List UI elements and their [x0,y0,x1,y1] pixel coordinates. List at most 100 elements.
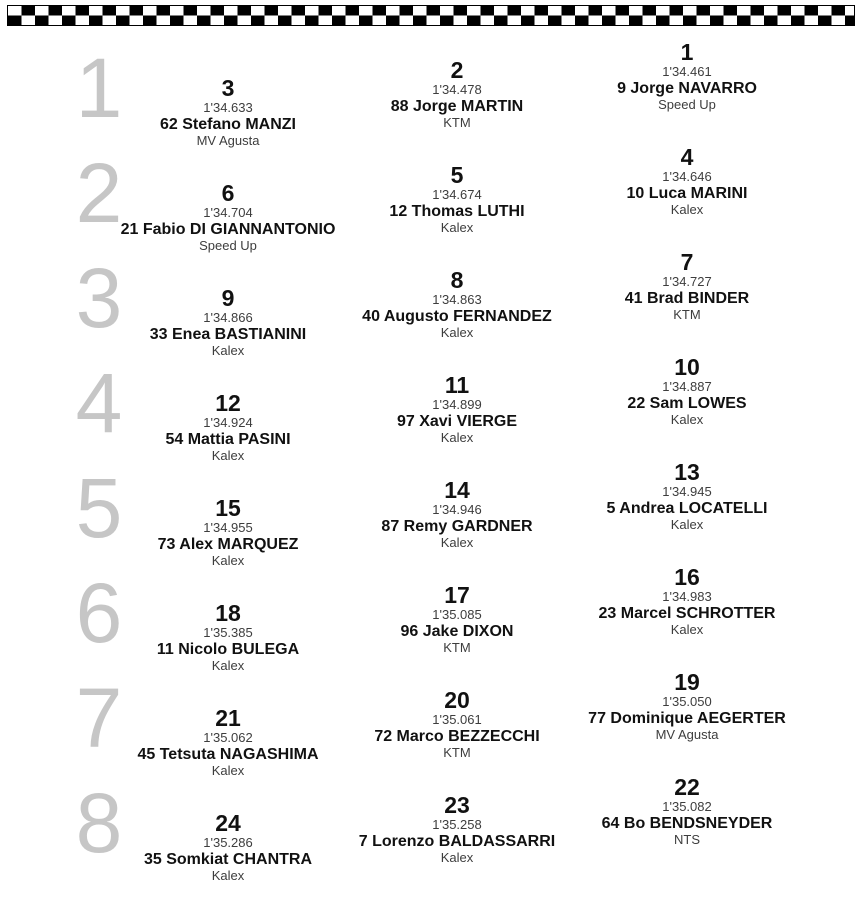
entry-rider: 23 Marcel SCHROTTER [598,605,776,622]
entry-team: Kalex [440,850,474,865]
entry-position: 4 [680,144,694,170]
grid-row: 8 22 1'35.082 64 Bo BENDSNEYDER NTS 23 1'35.25… [0,775,862,883]
grid-entry: 16 1'34.983 23 Marcel SCHROTTER Kalex [572,565,802,637]
entry-rider: 62 Stefano MANZI [159,116,296,133]
entry-position: 3 [221,75,235,101]
grid-entry: 2 1'34.478 88 Jorge MARTIN KTM [342,58,572,130]
grid-entry: 23 1'35.258 7 Lorenzo BALDASSARRI Kalex [342,793,572,865]
entry-time: 1'34.727 [662,274,712,289]
entry-position: 8 [450,267,464,293]
grid-entry: 9 1'34.866 33 Enea BASTIANINI Kalex [113,286,343,358]
entry-rider: 10 Luca MARINI [626,185,748,202]
entry-rider: 12 Thomas LUTHI [389,203,525,220]
grid-row: 3 7 1'34.727 41 Brad BINDER KTM 8 1'34.863 40 A… [0,250,862,358]
grid-entry: 20 1'35.061 72 Marco BEZZECCHI KTM [342,688,572,760]
entry-rider: 21 Fabio DI GIANNANTONIO [120,221,336,238]
grid-entry: 18 1'35.385 11 Nicolo BULEGA Kalex [113,601,343,673]
entry-time: 1'34.866 [203,310,253,325]
entry-time: 1'35.385 [203,625,253,640]
row-number: 7 [75,671,123,765]
entry-team: Kalex [211,553,245,568]
entry-position: 21 [215,705,241,731]
entry-position: 11 [444,372,470,398]
entry-team: Kalex [670,412,704,427]
entry-team: Kalex [211,448,245,463]
grid-entry: 12 1'34.924 54 Mattia PASINI Kalex [113,391,343,463]
checkered-flag-banner [7,5,855,26]
row-number: 8 [75,776,123,870]
entry-position: 7 [680,249,694,275]
entry-rider: 45 Tetsuta NAGASHIMA [137,746,319,763]
entry-rider: 88 Jorge MARTIN [390,98,524,115]
entry-rider: 33 Enea BASTIANINI [149,326,307,343]
entry-rider: 9 Jorge NAVARRO [617,80,757,97]
grid-entry: 10 1'34.887 22 Sam LOWES Kalex [572,355,802,427]
entry-team: Kalex [211,343,245,358]
grid-entry: 3 1'34.633 62 Stefano MANZI MV Agusta [113,76,343,148]
entry-team: KTM [443,640,471,655]
entry-time: 1'34.945 [662,484,712,499]
entry-time: 1'34.924 [203,415,253,430]
entry-position: 19 [674,669,700,695]
grid-entry: 1 1'34.461 9 Jorge NAVARRO Speed Up [572,40,802,112]
grid-entry: 24 1'35.286 35 Somkiat CHANTRA Kalex [113,811,343,883]
entry-position: 18 [215,600,241,626]
grid-entry: 6 1'34.704 21 Fabio DI GIANNANTONIO Speed U… [113,181,343,253]
entry-time: 1'35.082 [662,799,712,814]
row-number: 2 [75,146,123,240]
entry-position: 15 [215,495,241,521]
entry-time: 1'34.955 [203,520,253,535]
grid-row: 6 16 1'34.983 23 Marcel SCHROTTER Kalex 17 1'3… [0,565,862,673]
entry-team: Kalex [670,202,704,217]
entry-team: NTS [674,832,700,847]
entry-team: Kalex [670,517,704,532]
grid-entry: 17 1'35.085 96 Jake DIXON KTM [342,583,572,655]
entry-team: Kalex [440,220,474,235]
grid-entry: 5 1'34.674 12 Thomas LUTHI Kalex [342,163,572,235]
grid-entry: 22 1'35.082 64 Bo BENDSNEYDER NTS [572,775,802,847]
entry-time: 1'34.461 [662,64,712,79]
entry-position: 17 [444,582,470,608]
entry-team: Kalex [211,868,245,883]
grid-row: 1 1 1'34.461 9 Jorge NAVARRO Speed Up 2 1'34.4… [0,40,862,148]
entry-position: 10 [674,354,700,380]
entry-time: 1'34.863 [432,292,482,307]
entry-team: Speed Up [199,238,257,253]
row-number: 3 [75,251,123,345]
entry-position: 9 [221,285,235,311]
entry-time: 1'35.050 [662,694,712,709]
entry-position: 12 [215,390,241,416]
entry-time: 1'34.887 [662,379,712,394]
entry-team: Kalex [440,430,474,445]
entry-time: 1'34.704 [203,205,253,220]
entry-time: 1'35.258 [432,817,482,832]
grid-entry: 8 1'34.863 40 Augusto FERNANDEZ Kalex [342,268,572,340]
entry-team: Speed Up [658,97,716,112]
entry-rider: 96 Jake DIXON [400,623,514,640]
entry-time: 1'34.646 [662,169,712,184]
entry-position: 24 [215,810,241,836]
starting-grid: 1 1 1'34.461 9 Jorge NAVARRO Speed Up 2 1'34.4… [0,40,862,883]
entry-rider: 73 Alex MARQUEZ [157,536,299,553]
entry-team: KTM [673,307,701,322]
grid-entry: 7 1'34.727 41 Brad BINDER KTM [572,250,802,322]
entry-team: Kalex [440,535,474,550]
grid-entry: 21 1'35.062 45 Tetsuta NAGASHIMA Kalex [113,706,343,778]
grid-entry: 11 1'34.899 97 Xavi VIERGE Kalex [342,373,572,445]
entry-position: 6 [221,180,235,206]
entry-time: 1'34.899 [432,397,482,412]
entry-rider: 11 Nicolo BULEGA [156,641,300,658]
entry-rider: 54 Mattia PASINI [165,431,291,448]
row-number: 6 [75,566,123,660]
entry-team: Kalex [440,325,474,340]
grid-row: 7 19 1'35.050 77 Dominique AEGERTER MV Agust… [0,670,862,778]
entry-time: 1'34.674 [432,187,482,202]
row-number: 1 [75,41,123,135]
grid-row: 5 13 1'34.945 5 Andrea LOCATELLI Kalex 14 1'34… [0,460,862,568]
grid-entry: 19 1'35.050 77 Dominique AEGERTER MV Agusta [572,670,802,742]
entry-position: 2 [450,57,464,83]
entry-time: 1'35.061 [432,712,482,727]
entry-rider: 41 Brad BINDER [624,290,750,307]
entry-time: 1'34.983 [662,589,712,604]
grid-entry: 14 1'34.946 87 Remy GARDNER Kalex [342,478,572,550]
